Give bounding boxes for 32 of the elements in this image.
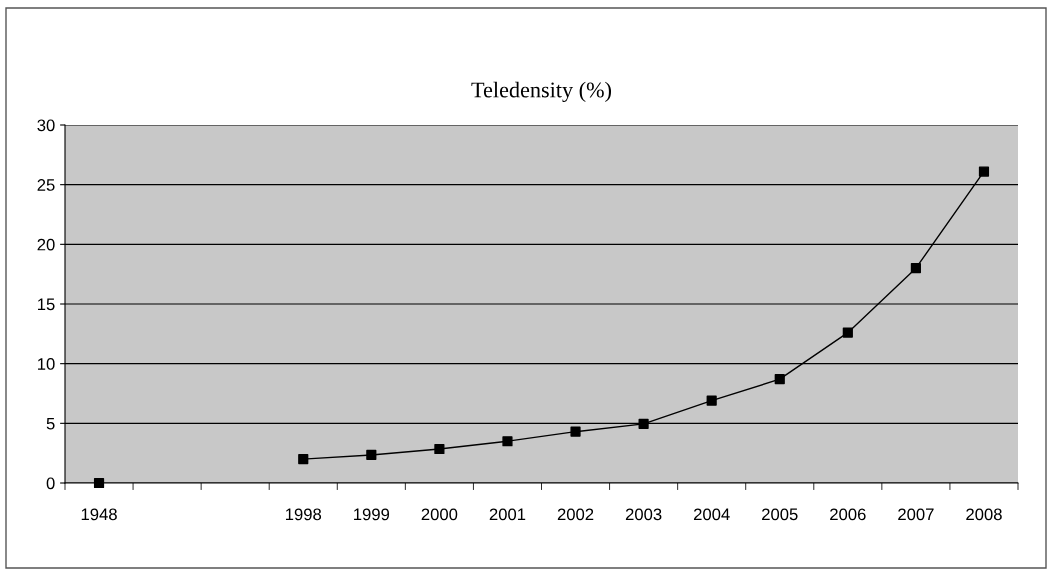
- x-tick-label: 2006: [830, 508, 866, 521]
- point: [502, 436, 513, 447]
- x-tick-label: 2004: [693, 508, 730, 521]
- y-tick-label: 5: [46, 417, 55, 430]
- y-tick-label: 20: [37, 238, 55, 251]
- chart-title: Teledensity (%): [471, 81, 612, 103]
- point: [638, 418, 649, 430]
- point: [774, 374, 785, 385]
- x-tick-label: 1998: [285, 508, 322, 521]
- point: [978, 166, 990, 177]
- point: [842, 327, 853, 338]
- point: [366, 449, 377, 461]
- x-tick-label: 2002: [557, 508, 594, 521]
- y-tick-label: 15: [38, 298, 55, 311]
- x-tick-label: 2001: [489, 508, 526, 521]
- x-tick-label: 1948: [81, 508, 117, 521]
- point: [706, 395, 717, 406]
- y-tick-label: 30: [37, 119, 55, 132]
- x-tick-label: 2005: [762, 508, 798, 521]
- point: [298, 454, 309, 465]
- x-tick-label: 2008: [966, 508, 1002, 521]
- x-tick-label: 2007: [898, 508, 934, 521]
- y-tick-label: 25: [37, 179, 55, 191]
- x-tick-label: 1999: [354, 508, 390, 521]
- y-tick-label: 0: [46, 477, 55, 490]
- x-tick-label: 2003: [625, 508, 662, 521]
- point: [910, 263, 921, 274]
- point: [93, 477, 105, 489]
- x-tick-label: 2000: [421, 508, 458, 521]
- point: [434, 443, 445, 455]
- y-tick-label: 10: [38, 358, 55, 370]
- point: [570, 426, 581, 437]
